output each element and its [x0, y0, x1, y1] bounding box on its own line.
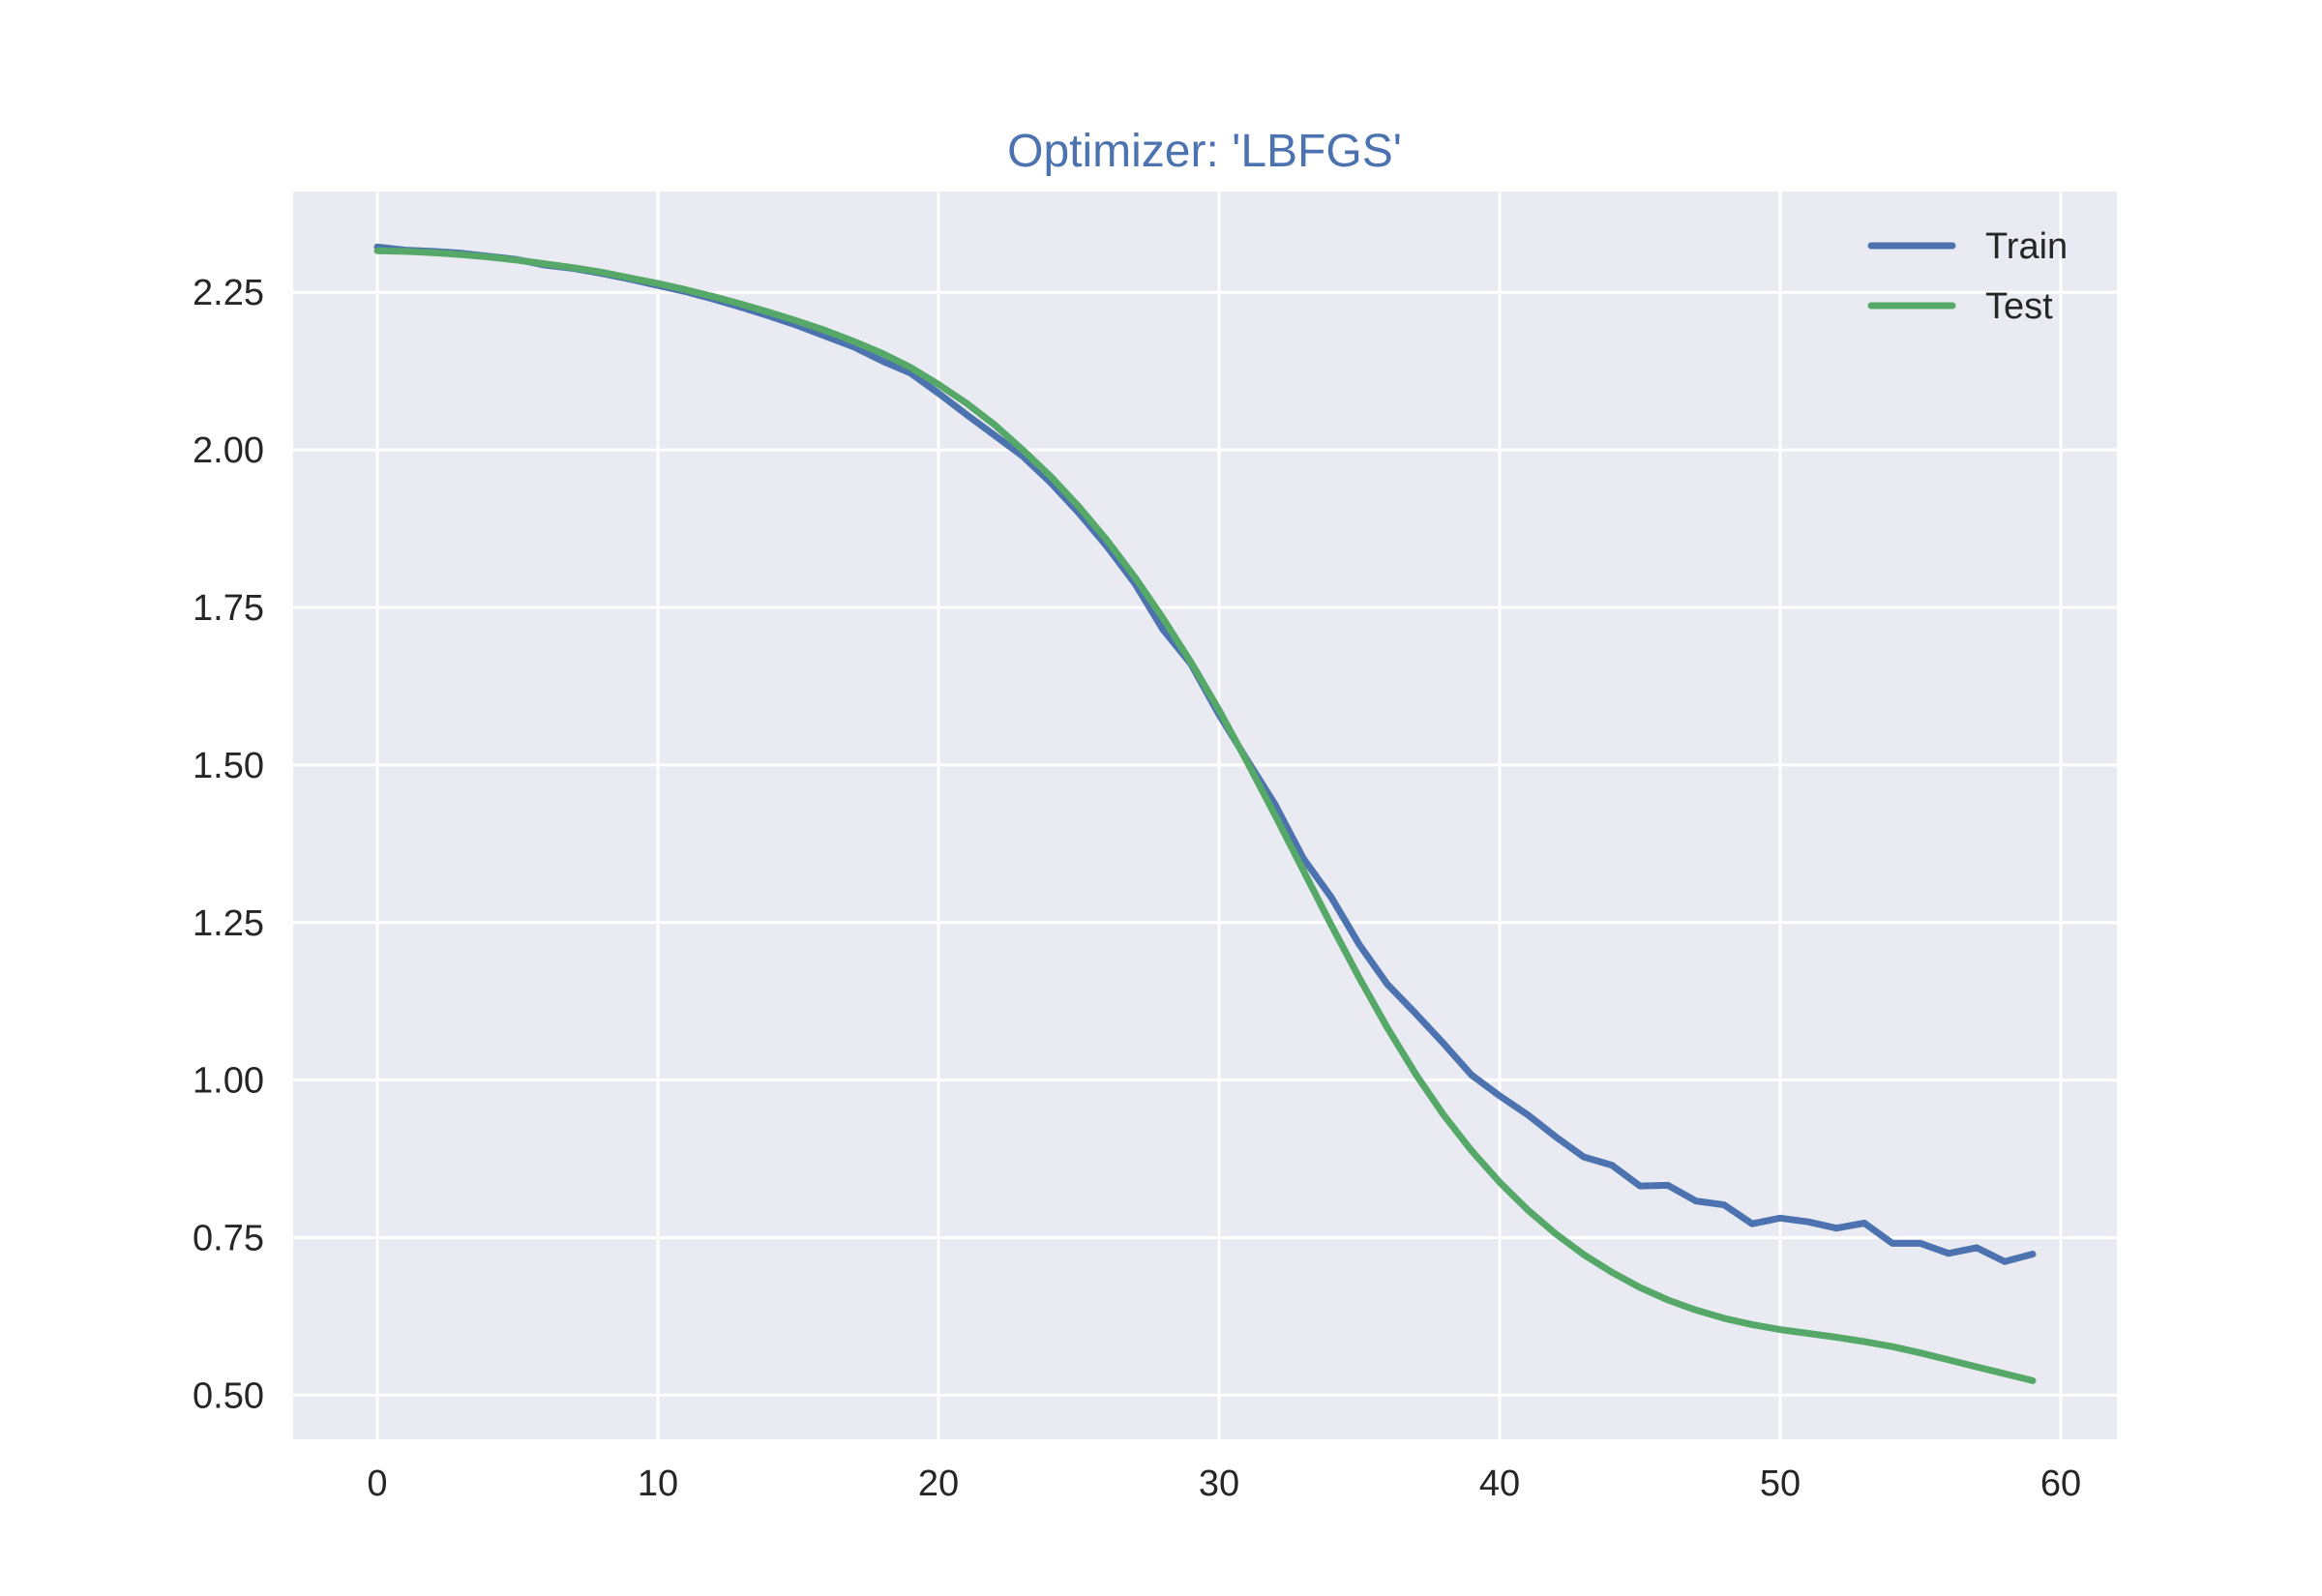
y-tick-label: 2.00: [193, 430, 264, 471]
x-tick-label: 40: [1479, 1463, 1520, 1504]
y-tick-label: 0.50: [193, 1375, 264, 1416]
y-tick-label: 0.75: [193, 1219, 264, 1259]
x-tick-label: 60: [2040, 1463, 2081, 1504]
x-tick-label: 10: [638, 1463, 678, 1504]
legend-label-train: Train: [1985, 226, 2068, 267]
plot-background: [293, 192, 2117, 1439]
y-tick-label: 1.50: [193, 746, 264, 786]
x-tick-label: 0: [367, 1463, 387, 1504]
legend: Train Test: [1867, 226, 2068, 327]
y-tick-label: 1.75: [193, 588, 264, 629]
chart-title: Optimizer: 'LBFGS': [1007, 126, 1402, 177]
y-tick-label: 1.25: [193, 903, 264, 944]
y-tick-label: 1.00: [193, 1061, 264, 1102]
y-tick-label: 2.25: [193, 273, 264, 313]
tick-labels: 0 10 20 30 40 50 60 0.50 0.75 1.00 1.25 1.50 1.75 2.0…: [193, 273, 2081, 1504]
series-line-test: [373, 247, 2037, 1384]
grid: [293, 192, 2117, 1439]
x-tick-label: 30: [1199, 1463, 1239, 1504]
legend-label-test: Test: [1985, 286, 2053, 327]
x-tick-label: 50: [1760, 1463, 1801, 1504]
x-tick-label: 20: [918, 1463, 959, 1504]
series-lines: [373, 243, 2037, 1384]
